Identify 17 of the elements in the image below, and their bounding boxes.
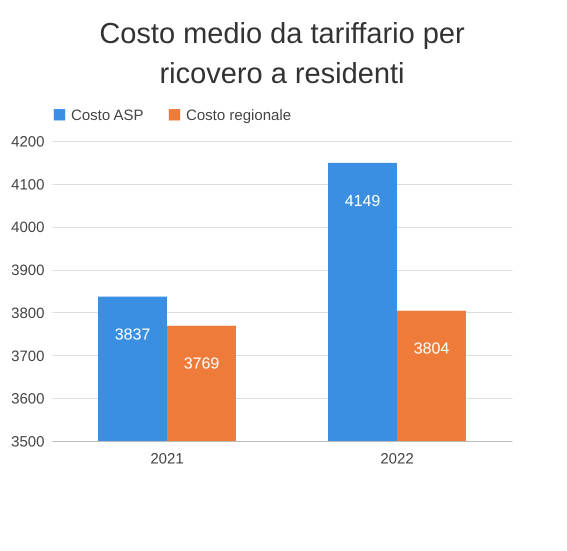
y-tick-label: 3500: [11, 434, 44, 450]
legend-label: Costo ASP: [71, 106, 144, 124]
data-label: 3804: [414, 340, 450, 358]
chart-title: Costo medio da tariffario per ricovero a residenti: [99, 18, 466, 90]
y-tick-label: 4100: [11, 176, 44, 194]
y-tick-label: 3800: [11, 304, 44, 322]
data-label: 3769: [184, 356, 220, 373]
y-tick-label: 4200: [11, 134, 44, 150]
y-tick-label: 4000: [11, 219, 44, 236]
y-tick-label: 3700: [11, 348, 44, 365]
legend-label: Costo regionale: [186, 106, 292, 124]
data-label: 3837: [114, 326, 150, 344]
x-tick-label: 2022: [380, 450, 414, 468]
x-tick-label: 2021: [150, 450, 184, 468]
data-label: 4149: [344, 192, 380, 210]
y-tick-label: 3900: [11, 262, 44, 280]
y-tick-label: 3600: [11, 390, 44, 408]
